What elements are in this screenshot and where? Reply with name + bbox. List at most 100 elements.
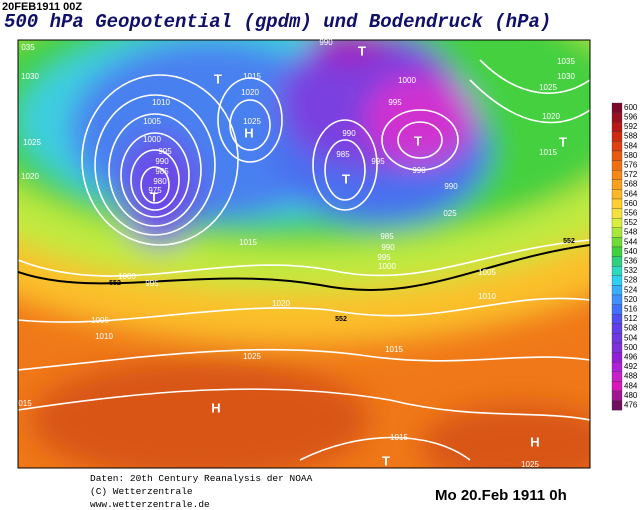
colorbar-label: 556: [624, 209, 638, 218]
colorbar-swatch: [611, 122, 623, 132]
colorbar-label: 484: [624, 381, 638, 390]
colorbar-label: 536: [624, 257, 638, 266]
colorbar-label: 528: [624, 276, 638, 285]
isobar-label: 1015: [239, 238, 257, 247]
isobar-label: 995: [371, 157, 385, 166]
pressure-center: T: [358, 43, 366, 58]
field: [18, 40, 590, 468]
isobar-label: 995: [388, 98, 402, 107]
colorbar-label: 516: [624, 305, 638, 314]
colorbar-swatch: [611, 227, 623, 238]
isobar-label: 990: [444, 182, 458, 191]
colorbar-label: 564: [624, 189, 638, 198]
colorbar-label: 544: [624, 237, 638, 246]
colorbar-swatch: [611, 352, 623, 363]
colorbar-swatch: [611, 256, 623, 267]
isobar-label: 1005: [143, 117, 161, 126]
isobar-label: 990: [342, 129, 356, 138]
timestamp: 20FEB1911 00Z: [2, 1, 82, 13]
isobar-label: 1000: [143, 135, 161, 144]
isobar-label: 995: [145, 279, 159, 288]
colorbar-label: 572: [624, 170, 638, 179]
colorbar-swatch: [611, 304, 623, 315]
colorbar-label: 500: [624, 343, 638, 352]
colorbar-label: 592: [624, 122, 638, 131]
pressure-center: T: [559, 134, 567, 149]
colorbar-swatch: [611, 112, 623, 123]
pressure-center: H: [530, 434, 539, 449]
isobar-label: 1015: [539, 148, 557, 157]
isobar-label: 1015: [390, 433, 408, 442]
colorbar-swatch: [611, 314, 623, 324]
isobar-label: 1000: [118, 272, 136, 281]
colorbar-swatch: [611, 362, 623, 372]
contour-552: [18, 244, 590, 292]
source-line: (C) Wetterzentrale: [90, 486, 193, 497]
pressure-center: T: [150, 189, 158, 204]
colorbar-label: 588: [624, 132, 638, 141]
colorbar-label: 488: [624, 372, 638, 381]
colorbar-label: 480: [624, 391, 638, 400]
colorbar-label: 476: [624, 401, 638, 410]
colorbar-label: 548: [624, 228, 638, 237]
colorbar-label: 520: [624, 295, 638, 304]
isobar-label: 985: [155, 167, 169, 176]
contour-label: 552: [335, 316, 347, 323]
isobars: [18, 59, 590, 461]
isobar-label: 995: [377, 253, 391, 262]
isobar-label: 1000: [398, 76, 416, 85]
isobar-label: 1035: [557, 57, 575, 66]
isobar-label: 995: [158, 147, 172, 156]
isobar-label: 1010: [152, 98, 170, 107]
source-line: Daten: 20th Century Reanalysis der NOAA: [90, 473, 313, 484]
isobar-label: 990: [155, 157, 169, 166]
colorbar-label: 496: [624, 353, 638, 362]
colorbar-swatch: [611, 400, 623, 411]
colorbar-label: 540: [624, 247, 638, 256]
colorbar-swatch: [611, 208, 623, 219]
pressure-center: T: [214, 71, 222, 86]
isobar-label: 015: [18, 399, 32, 408]
isobar-label: 1025: [521, 460, 539, 469]
colorbar-label: 580: [624, 151, 638, 160]
pressure-center: T: [382, 453, 390, 468]
colorbar-swatch: [611, 141, 623, 152]
colorbar-label: 568: [624, 180, 638, 189]
colorbar-swatch: [611, 275, 623, 286]
colorbar-swatch: [611, 266, 623, 276]
isobar-label: 1010: [478, 292, 496, 301]
isobar-label: 1025: [243, 352, 261, 361]
isobar-label: 1030: [21, 72, 39, 81]
isobar-label: 990: [412, 166, 426, 175]
isobar-label: 990: [319, 38, 333, 47]
colorbar-label: 524: [624, 285, 638, 294]
colorbar-swatch: [611, 323, 623, 334]
colorbar-label: 492: [624, 362, 638, 371]
pressure-center: T: [342, 171, 350, 186]
isobar-label: 1000: [378, 262, 396, 271]
colorbar-swatch: [611, 102, 623, 113]
colorbar-label: 508: [624, 324, 638, 333]
colorbar-label: 596: [624, 113, 638, 122]
colorbar-swatch: [611, 342, 623, 353]
isobar-label: 1020: [542, 112, 560, 121]
isobar-label: 975: [148, 186, 162, 195]
isobar-label: 025: [443, 209, 457, 218]
colorbar-swatch: [611, 246, 623, 257]
map-title: 500 hPa Geopotential (gpdm) und Bodendru…: [4, 11, 551, 33]
contour-label: 552: [109, 280, 121, 287]
colorbar-label: 552: [624, 218, 638, 227]
isobar-label: 1020: [272, 299, 290, 308]
colorbar-swatch: [611, 189, 623, 200]
colorbar-swatch: [611, 294, 623, 305]
colorbar-swatch: [611, 198, 623, 209]
isobar-label: 985: [380, 232, 394, 241]
colorbar-swatch: [611, 237, 623, 248]
colorbar-label: 532: [624, 266, 638, 275]
colorbar-swatch: [611, 160, 623, 171]
colorbar-swatch: [611, 150, 623, 161]
colorbar-label: 600: [624, 103, 638, 112]
colorbar-swatch: [611, 333, 623, 344]
colorbar-swatch: [611, 285, 623, 296]
